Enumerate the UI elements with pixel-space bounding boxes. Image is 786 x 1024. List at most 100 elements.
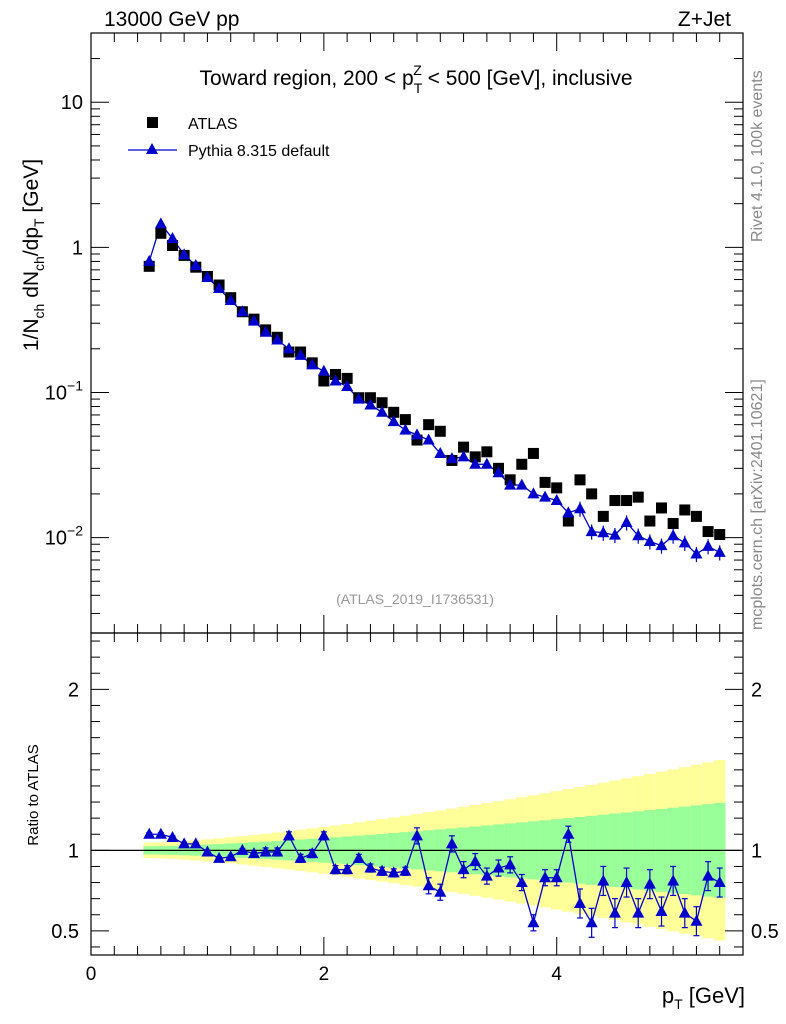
ratio-point bbox=[329, 863, 342, 875]
pythia-point bbox=[201, 270, 214, 282]
atlas-point bbox=[364, 392, 376, 404]
ratio-point bbox=[259, 845, 272, 857]
pythia-point bbox=[445, 452, 458, 464]
ratio-point bbox=[317, 829, 330, 841]
atlas-point bbox=[341, 372, 353, 384]
pythia-point bbox=[620, 516, 633, 528]
pythia-point bbox=[632, 529, 645, 541]
pythia-point bbox=[306, 358, 319, 370]
atlas-point bbox=[574, 474, 586, 486]
ratio-point bbox=[445, 837, 458, 849]
pythia-point bbox=[457, 450, 470, 462]
pythia-point bbox=[259, 325, 272, 337]
ratio-point bbox=[399, 864, 412, 876]
atlas-point bbox=[644, 515, 656, 527]
legend-pythia-label: Pythia 8.315 default bbox=[188, 143, 330, 160]
x-tick-label: 0 bbox=[86, 964, 97, 985]
ratio-point bbox=[271, 845, 284, 857]
pythia-point bbox=[422, 433, 435, 445]
ratio-point bbox=[457, 863, 470, 875]
x-tick-label: 4 bbox=[551, 964, 562, 985]
ratio-y-tick-label-right: 0.5 bbox=[751, 921, 779, 943]
ratio-point bbox=[341, 863, 354, 875]
pythia-point bbox=[178, 248, 191, 260]
ratio-point bbox=[655, 905, 668, 917]
pythia-point bbox=[585, 525, 598, 537]
pythia-point bbox=[469, 457, 482, 469]
atlas-point bbox=[167, 239, 178, 251]
pythia-point bbox=[352, 392, 365, 404]
ratio-point bbox=[515, 876, 528, 888]
pythia-point bbox=[236, 305, 249, 317]
y-tick-label: 1 bbox=[72, 237, 83, 259]
pythia-point bbox=[329, 374, 342, 386]
ratio-point bbox=[574, 896, 586, 908]
pythia-point bbox=[166, 232, 179, 244]
pythia-point bbox=[574, 502, 586, 514]
atlas-point bbox=[679, 504, 691, 516]
atlas-point bbox=[481, 446, 493, 458]
legend-atlas-label: ATLAS bbox=[188, 116, 238, 133]
ratio-point bbox=[411, 829, 423, 841]
ratio-point bbox=[702, 869, 715, 881]
pythia-point bbox=[550, 494, 563, 506]
atlas-point bbox=[516, 458, 528, 470]
ratio-plot-frame bbox=[90, 632, 744, 956]
ratio-point bbox=[620, 876, 633, 888]
ratio-point bbox=[632, 906, 645, 918]
ratio-y-tick-label: 1 bbox=[68, 840, 79, 862]
ratio-point bbox=[550, 871, 563, 883]
atlas-point bbox=[714, 529, 726, 541]
atlas-point bbox=[702, 526, 714, 538]
pythia-point bbox=[248, 314, 260, 326]
ratio-point bbox=[504, 858, 517, 870]
ratio-point bbox=[213, 851, 226, 863]
pythia-point bbox=[713, 545, 726, 557]
mcplots-label: mcplots.cern.ch [arXiv:2401.10621] bbox=[749, 379, 766, 630]
atlas-point bbox=[586, 488, 598, 500]
atlas-point bbox=[423, 419, 435, 431]
y-tick-label: 10−2 bbox=[45, 523, 83, 550]
ratio-y-tick-label-right: 1 bbox=[751, 840, 762, 862]
pythia-point bbox=[492, 466, 505, 478]
atlas-point bbox=[434, 425, 446, 437]
ratio-point bbox=[713, 876, 726, 888]
ratio-point bbox=[376, 864, 389, 876]
pythia-point bbox=[224, 294, 237, 306]
pythia-point bbox=[655, 539, 668, 551]
atlas-point bbox=[551, 482, 563, 494]
pythia-point bbox=[282, 342, 295, 354]
atlas-point bbox=[399, 414, 411, 426]
atlas-point bbox=[656, 502, 667, 514]
ratio-y-tick-label: 2 bbox=[68, 679, 79, 701]
legend: ATLAS Pythia 8.315 default bbox=[128, 116, 330, 160]
ratio-point bbox=[364, 861, 377, 873]
ratio-point bbox=[143, 827, 156, 839]
main-plot-area: 10−2 10−1 1 10 bbox=[45, 32, 744, 955]
pythia-point bbox=[597, 526, 610, 538]
ratio-point bbox=[608, 906, 621, 918]
atlas-point bbox=[469, 451, 481, 463]
ratio-y-tick-label-right: 2 bbox=[751, 679, 762, 701]
ratio-point bbox=[562, 827, 575, 839]
ratio-point bbox=[539, 871, 552, 883]
ratio-point bbox=[667, 874, 680, 886]
main-y-axis-label: 1/Nch dNch/dpT [GeV] bbox=[20, 159, 47, 351]
pythia-point bbox=[515, 478, 528, 490]
pythia-point bbox=[608, 528, 621, 540]
ratio-point bbox=[166, 830, 179, 842]
ratio-point bbox=[585, 916, 598, 928]
atlas-point bbox=[539, 476, 551, 488]
atlas-point bbox=[458, 441, 470, 453]
ratio-point bbox=[422, 879, 435, 891]
pythia-point bbox=[341, 379, 354, 391]
analysis-id-label: (ATLAS_2019_I1736531) bbox=[336, 591, 494, 607]
ratio-point bbox=[178, 837, 191, 849]
pythia-point bbox=[411, 428, 423, 440]
pythia-point bbox=[271, 333, 284, 345]
atlas-point bbox=[155, 227, 167, 239]
ratio-y-tick-label: 0.5 bbox=[51, 921, 79, 943]
ratio-point bbox=[492, 861, 505, 873]
atlas-point bbox=[318, 375, 330, 387]
atlas-point bbox=[411, 434, 423, 446]
